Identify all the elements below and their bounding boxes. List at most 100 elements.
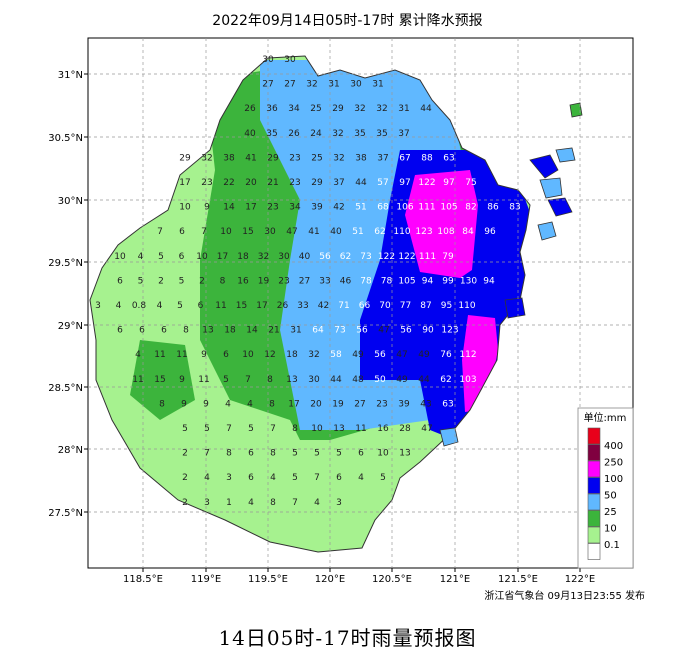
rainfall-value: 5 [223,375,229,385]
rainfall-value: 35 [266,129,277,139]
rainfall-value: 103 [459,375,476,385]
longitude-tick-label: 122°E [565,574,595,585]
rainfall-value: 47 [421,424,432,434]
rainfall-value: 37 [377,153,388,163]
rainfall-value: 8 [267,375,273,385]
rainfall-value: 34 [288,104,300,114]
rainfall-value: 66 [359,301,371,311]
rainfall-value: 8 [226,449,232,459]
rainfall-value: 88 [421,153,433,163]
rainfall-value: 19 [258,276,270,286]
rainfall-value: 50 [374,375,386,385]
rainfall-value: 62 [374,227,385,237]
rainfall-value: 23 [376,399,387,409]
rainfall-value: 18 [286,350,298,360]
rainfall-value: 32 [201,153,212,163]
rainfall-value: 5 [314,449,320,459]
rainfall-value: 47 [396,350,407,360]
figure-caption: 14日05时-17时雨量预报图 [218,626,477,650]
island [569,102,583,118]
rainfall-value: 39 [398,399,410,409]
rainfall-value: 49 [418,350,430,360]
rainfall-value: 29 [267,153,279,163]
rainfall-value: 25 [310,104,321,114]
rainfall-value: 12 [264,350,275,360]
rainfall-value: 18 [237,252,249,262]
rainfall-value: 22 [223,178,234,188]
rainfall-value: 67 [399,153,410,163]
rainfall-value: 68 [377,203,389,213]
rainfall-value: 40 [299,252,311,262]
latitude-tick-label: 27.5°N [48,508,83,519]
rainfall-value: 7 [204,449,210,459]
rainfall-value: 20 [245,178,257,188]
rainfall-value: 17 [245,203,256,213]
rainfall-value: 27 [354,399,365,409]
rainfall-value: 32 [308,350,319,360]
rainfall-value: 44 [418,375,430,385]
rainfall-value: 36 [266,104,278,114]
rainfall-value: 30 [262,55,274,65]
rainfall-value: 21 [268,326,279,336]
rainfall-value: 111 [418,203,435,213]
legend-label: 400 [604,441,623,452]
legend-label: 100 [604,474,623,485]
rainfall-value: 4 [138,252,144,262]
rainfall-value: 23 [289,153,300,163]
rainfall-value: 21 [267,178,278,188]
rainfall-value: 62 [440,375,451,385]
rainfall-value: 31 [398,104,409,114]
rainfall-value: 14 [246,326,258,336]
rainfall-value: 33 [319,276,330,286]
rainfall-value: 56 [374,350,386,360]
rainfall-value: 29 [179,153,191,163]
rainfall-value: 6 [139,326,145,336]
rainfall-value: 47 [378,326,389,336]
rainfall-value: 8 [159,399,165,409]
rainfall-value: 78 [360,276,372,286]
issuer-credit: 浙江省气象台 09月13日23:55 发布 [484,591,645,602]
legend-label: 10 [604,524,617,535]
rainfall-value: 10 [179,203,191,213]
rainfall-value: 44 [355,178,367,188]
rainfall-value: 6 [248,473,254,483]
rainfall-value: 32 [354,104,365,114]
rainfall-value: 11 [198,375,209,385]
rainfall-value: 9 [179,375,185,385]
rainfall-value: 7 [226,424,232,434]
longitude-tick-label: 118.5°E [123,574,163,585]
rainfall-value: 62 [340,252,351,262]
legend-label: 0.1 [604,540,620,551]
rainfall-value: 10 [242,350,254,360]
rainfall-value: 6 [117,326,123,336]
rainfall-value: 31 [290,326,301,336]
rainfall-value: 32 [376,104,387,114]
longitude-tick-label: 121.5°E [498,574,538,585]
rainfall-value: 86 [487,203,499,213]
rainfall-value: 2 [199,276,205,286]
rainfall-value: 16 [237,276,249,286]
rainfall-value: 37 [398,129,409,139]
rainfall-value: 31 [328,80,339,90]
rainfall-value: 6 [179,227,185,237]
rainfall-value: 11 [176,350,187,360]
rainfall-value: 2 [182,473,188,483]
rainfall-value: 7 [270,424,276,434]
rainfall-value: 10 [377,449,389,459]
legend-swatch [587,510,601,527]
rainfall-value: 96 [484,227,496,237]
zone-100mm-south [462,315,498,412]
legend-label: 50 [604,491,617,502]
rainfall-value: 94 [422,276,434,286]
legend: 单位:mm 400 250 100 50 25 10 0.1 [577,407,634,569]
legend-swatch [587,543,601,560]
rainfall-value: 108 [437,227,454,237]
rainfall-value: 7 [245,375,251,385]
rainfall-value: 51 [352,227,363,237]
rainfall-value: 4 [157,301,163,311]
rainfall-value: 11 [215,301,226,311]
rainfall-value: 56 [356,326,368,336]
rainfall-value: 2 [182,498,188,508]
rainfall-value: 6 [223,350,229,360]
